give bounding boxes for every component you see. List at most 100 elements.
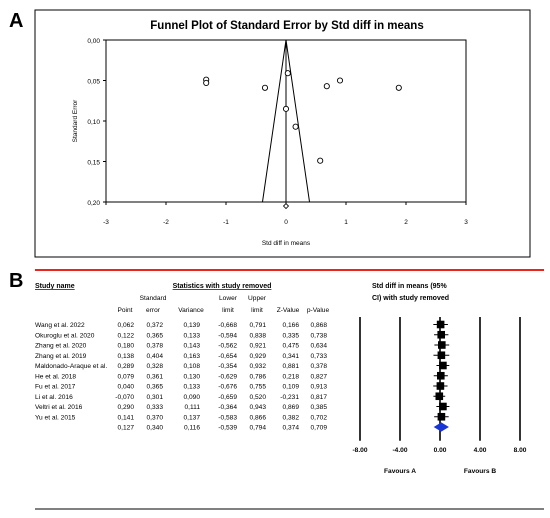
cell-p: 0,709	[310, 425, 327, 432]
cell-z: 0,341	[282, 353, 299, 360]
x-tick-label: 2	[404, 219, 408, 226]
cell-variance: 0,130	[183, 373, 200, 380]
cell-upper: 0,866	[249, 414, 266, 421]
cell-variance: 0,137	[183, 414, 200, 421]
header-p: p-Value	[307, 307, 330, 314]
favours-b-label: Favours B	[464, 468, 496, 475]
cell-variance: 0,111	[184, 404, 200, 411]
cell-upper: 0,943	[249, 404, 266, 411]
point-estimate-square	[436, 371, 445, 380]
forest-tick-label: -8.00	[352, 447, 367, 454]
cell-upper: 0,794	[249, 425, 266, 432]
study-name: Veltri et al. 2016	[35, 404, 83, 411]
cell-p: 0,378	[310, 363, 327, 370]
cell-variance: 0,133	[183, 332, 200, 339]
cell-z: 0,869	[282, 404, 299, 411]
cell-upper: 0,929	[249, 353, 266, 360]
point-estimate-square	[436, 320, 445, 329]
cell-z: 0,166	[282, 322, 299, 329]
header-forest-1: Std diff in means (95%	[372, 283, 447, 290]
cell-p: 0,913	[310, 384, 327, 391]
cell-z: 0,218	[282, 373, 299, 380]
header-variance: Variance	[178, 307, 204, 314]
cell-se: 0,328	[146, 363, 163, 370]
point-estimate-square	[438, 341, 446, 349]
cell-lower: -0,364	[218, 404, 237, 411]
cell-upper: 0,932	[249, 363, 266, 370]
header-point: Point	[117, 307, 132, 314]
x-tick-label: -2	[163, 219, 169, 226]
forest-tick-label: 0.00	[434, 447, 447, 454]
cell-upper: 0,520	[249, 394, 266, 401]
y-tick-label: 0,20	[87, 200, 100, 207]
cell-variance: 0,163	[183, 353, 200, 360]
forest-tick-label: -4.00	[392, 447, 407, 454]
cell-lower: -0,354	[218, 363, 237, 370]
cell-upper: 0,838	[249, 332, 266, 339]
funnel-right-bound	[285, 39, 311, 203]
cell-se: 0,404	[146, 353, 163, 360]
cell-lower: -0,594	[218, 332, 237, 339]
point-estimate-square	[439, 361, 447, 370]
cell-z: 0,109	[282, 384, 299, 391]
header-z: Z-Value	[277, 307, 300, 314]
cell-point: 0,290	[117, 404, 134, 411]
cell-se: 0,365	[146, 332, 163, 339]
cell-point: 0,040	[117, 384, 134, 391]
cell-se: 0,372	[146, 322, 163, 329]
point-estimate-square	[437, 351, 446, 360]
study-point	[395, 84, 402, 91]
cell-z: 0,881	[282, 363, 299, 370]
cell-se: 0,301	[146, 394, 163, 401]
y-tick-label: 0,10	[87, 119, 100, 126]
header-upper-2: limit	[251, 307, 263, 314]
study-point	[317, 157, 324, 164]
header-upper-1: Upper	[248, 295, 267, 302]
cell-point: 0,062	[117, 322, 134, 329]
cell-p: 0,738	[310, 332, 327, 339]
point-estimate-square	[436, 382, 445, 390]
study-name: He et al. 2018	[35, 373, 76, 380]
cell-p: 0,827	[310, 373, 327, 380]
study-point	[261, 84, 269, 91]
study-point	[323, 83, 330, 90]
study-name: Zhang et al. 2020	[35, 343, 87, 350]
cell-point: -0,070	[115, 394, 134, 401]
header-forest-2: CI) with study removed	[372, 295, 449, 302]
study-name: Wang et al. 2022	[35, 322, 85, 329]
cell-variance: 0,090	[183, 394, 200, 401]
cell-point: 0,138	[117, 353, 134, 360]
cell-p: 0,868	[310, 322, 327, 329]
header-lower-1: Lower	[219, 295, 238, 302]
cell-p: 0,634	[310, 343, 327, 350]
x-tick-label: -1	[223, 219, 229, 226]
header-study-name: Study name	[35, 283, 75, 290]
cell-z: -0,231	[280, 394, 299, 401]
combined-effect-diamond	[282, 202, 290, 210]
point-estimate-square	[437, 412, 446, 421]
point-estimate-square	[435, 392, 444, 401]
study-name: Li et al. 2016	[35, 394, 73, 401]
study-point	[203, 79, 210, 86]
cell-point: 0,127	[117, 425, 134, 432]
cell-point: 0,122	[117, 332, 134, 339]
cell-point: 0,180	[117, 343, 134, 350]
study-point	[282, 105, 290, 112]
cell-point: 0,289	[117, 363, 134, 370]
cell-se: 0,361	[146, 373, 163, 380]
sensitivity-table-forest-plot: Study name Statistics with study removed P…	[35, 269, 544, 510]
cell-z: 0,382	[282, 414, 299, 421]
x-axis-label: Std diff in means	[262, 240, 311, 247]
cell-p: 0,702	[310, 414, 327, 421]
funnel-left-bound	[261, 39, 287, 203]
study-name: Yu et al. 2015	[35, 414, 76, 421]
cell-lower: -0,629	[218, 373, 237, 380]
cell-lower: -0,654	[218, 353, 237, 360]
header-se-2: error	[146, 307, 161, 314]
point-estimate-square	[439, 402, 447, 411]
study-point	[284, 70, 291, 77]
cell-upper: 0,791	[249, 322, 266, 329]
cell-variance: 0,139	[183, 322, 200, 329]
cell-se: 0,370	[146, 414, 163, 421]
x-tick-label: 3	[464, 219, 468, 226]
